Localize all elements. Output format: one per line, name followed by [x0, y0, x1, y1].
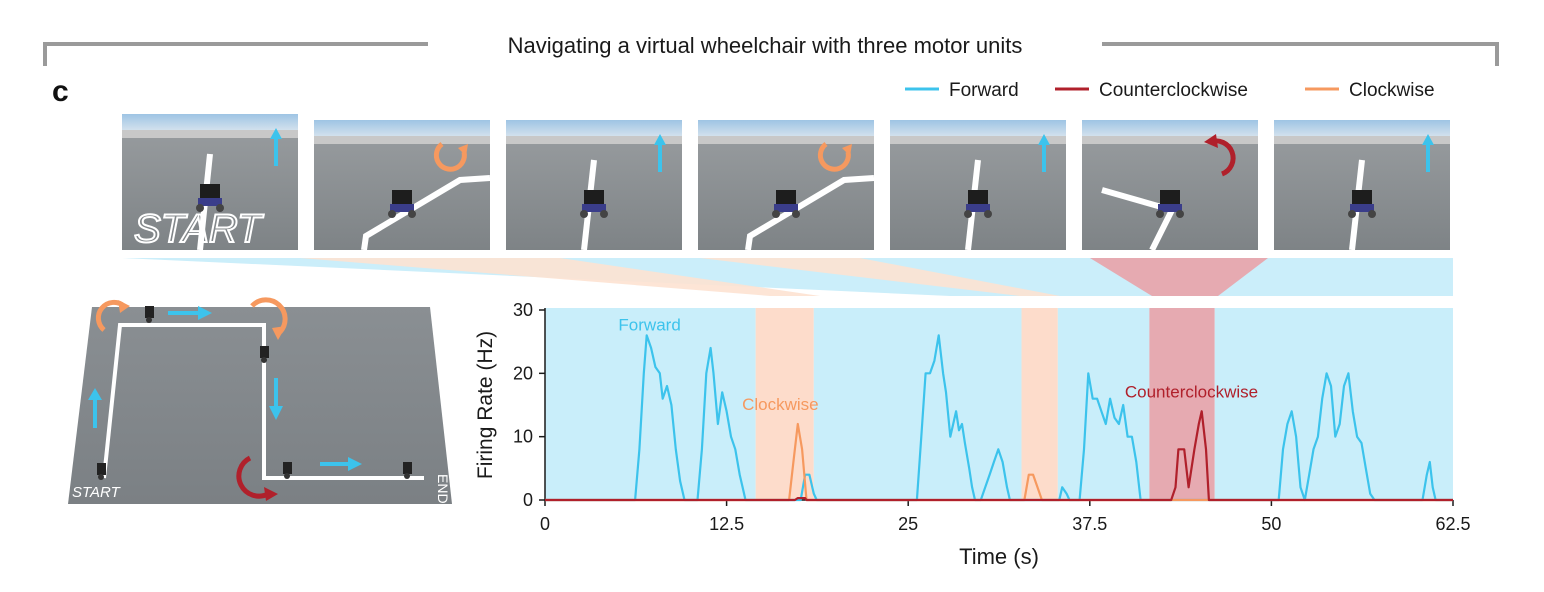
- frame-wall: [314, 136, 490, 144]
- legend-label: Clockwise: [1349, 80, 1435, 101]
- wheelchair-icon: [145, 306, 154, 323]
- x-tick-label: 25: [898, 514, 918, 534]
- frame-wall: [1274, 136, 1450, 144]
- wheelchair-icon: [403, 462, 412, 479]
- clockwise-arrow-icon: [250, 297, 288, 340]
- clockwise-arrow-icon: [817, 141, 852, 172]
- y-tick-label: 10: [513, 427, 533, 447]
- frame-wall: [122, 130, 298, 138]
- start-marking-text: START: [134, 207, 264, 251]
- scene-frame: [314, 120, 491, 251]
- figure-title: Navigating a virtual wheelchair with thr…: [508, 33, 1023, 58]
- wheelchair-icon: [196, 184, 224, 212]
- route-map: START END: [68, 297, 452, 504]
- wheelchair-icon: [1156, 190, 1184, 218]
- wheelchair-icon: [388, 190, 416, 218]
- legend-label: Counterclockwise: [1099, 80, 1248, 101]
- legend-item: Forward: [905, 80, 1019, 101]
- legend: Forward Counterclockwise Clockwise: [905, 80, 1435, 101]
- chart-annotations: Forward Clockwise Counterclockwise: [618, 315, 1258, 414]
- region-clockwise: [1021, 308, 1058, 500]
- firing-rate-chart: 0 12.5 25 37.5 50 62.5 0 10 20 30 Forward Clockwis…: [474, 300, 1471, 569]
- series-lines: [545, 334, 1453, 502]
- down-arrow-icon: [269, 378, 283, 420]
- y-tick-label: 20: [513, 363, 533, 383]
- wheelchair-icon: [260, 346, 269, 363]
- chart-annotation: Forward: [618, 315, 680, 334]
- wheelchair-icon: [964, 190, 992, 218]
- up-arrow-icon: [1422, 134, 1434, 172]
- wheelchair-icon: [97, 463, 106, 480]
- wheelchair-icon: [580, 190, 608, 218]
- command-regions: [545, 308, 1453, 500]
- x-tick-label: 12.5: [709, 514, 744, 534]
- right-arrow-icon: [320, 457, 362, 471]
- frame-sky: [314, 120, 490, 140]
- counterclockwise-arrow-icon: [1204, 134, 1236, 177]
- header-bracket: [43, 42, 1499, 66]
- y-tick-label: 30: [513, 300, 533, 320]
- scene-frame: [890, 120, 1066, 251]
- legend-item: Clockwise: [1305, 80, 1435, 101]
- x-axis-label: Time (s): [959, 544, 1039, 569]
- region-forward: [1057, 308, 1150, 500]
- x-tick-label: 62.5: [1435, 514, 1470, 534]
- wheelchair-icon: [283, 462, 292, 479]
- scene-frame: [1082, 120, 1258, 252]
- scene-frame: [1274, 120, 1450, 251]
- frame-sky: [122, 114, 298, 134]
- frame-wall: [698, 136, 874, 144]
- series-line-counterclockwise: [545, 410, 1453, 502]
- region-counterclockwise: [1149, 308, 1215, 500]
- legend-item: Counterclockwise: [1055, 80, 1248, 101]
- map-ground: [68, 307, 452, 504]
- route-path: [102, 323, 424, 480]
- region-forward: [813, 308, 1022, 500]
- clockwise-arrow-icon: [433, 141, 468, 172]
- clockwise-arrow-icon: [95, 299, 130, 332]
- panel-label: c: [52, 75, 69, 108]
- frame-sky: [1082, 120, 1258, 140]
- frame-sky: [506, 120, 682, 140]
- frame-wall: [506, 136, 682, 144]
- wheelchair-icon: [772, 190, 800, 218]
- scene-frame: START: [122, 114, 298, 252]
- series-line-forward: [545, 334, 1453, 502]
- map-end-label: END: [435, 474, 451, 504]
- y-tick-label: 0: [523, 490, 533, 510]
- x-tick-label: 0: [540, 514, 550, 534]
- scene-frame: [506, 120, 682, 251]
- up-arrow-icon: [270, 128, 282, 166]
- frame-sky: [698, 120, 874, 140]
- up-arrow-icon: [1038, 134, 1050, 172]
- x-tick-label: 50: [1261, 514, 1281, 534]
- up-arrow-icon: [654, 134, 666, 172]
- x-tick-label: 37.5: [1072, 514, 1107, 534]
- counterclockwise-arrow-icon: [236, 455, 278, 501]
- frame-wall: [1082, 136, 1258, 144]
- frame-strip: START: [122, 114, 1450, 252]
- map-start-label: START: [72, 484, 122, 501]
- chart-annotation: Counterclockwise: [1125, 382, 1258, 401]
- chart-annotation: Clockwise: [742, 395, 819, 414]
- y-axis-label: Firing Rate (Hz): [474, 331, 497, 479]
- legend-label: Forward: [949, 80, 1019, 101]
- scene-frame: [698, 120, 875, 251]
- right-arrow-icon: [168, 306, 212, 320]
- projection-bands: [122, 258, 1453, 296]
- frame-sky: [1274, 120, 1450, 140]
- frame-sky: [890, 120, 1066, 140]
- frame-wall: [890, 136, 1066, 144]
- region-forward: [1214, 308, 1453, 500]
- up-arrow-icon: [88, 388, 102, 428]
- wheelchair-icon: [1348, 190, 1376, 218]
